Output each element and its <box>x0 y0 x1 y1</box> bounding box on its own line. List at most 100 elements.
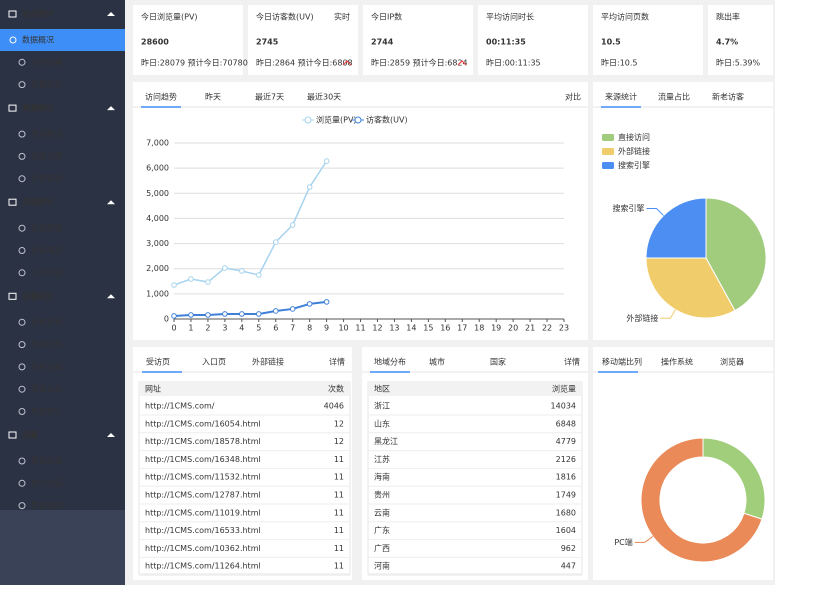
cell: http://1CMS.com/18578.html <box>145 437 261 446</box>
collapse-arrow <box>107 200 115 205</box>
tab[interactable]: 来源统计 <box>605 92 637 102</box>
menu-item[interactable]: 流量占比 <box>31 384 63 394</box>
point <box>239 268 245 274</box>
tab[interactable]: 浏览器 <box>720 357 744 367</box>
cell: 1680 <box>556 508 576 517</box>
cell: 1749 <box>556 491 576 500</box>
panel-link[interactable]: 对比 <box>565 92 581 102</box>
stat-note: 昨日:00:11:35 <box>486 58 541 68</box>
x-tick-label: 18 <box>474 324 484 333</box>
panel-link[interactable]: 详情 <box>329 357 345 367</box>
point <box>188 312 194 318</box>
cell: 1604 <box>556 526 576 535</box>
point <box>289 306 296 312</box>
cell: http://1CMS.com/11532.html <box>145 473 261 482</box>
group-title[interactable]: 设置 <box>22 430 38 440</box>
series-line <box>173 160 328 286</box>
panel-link[interactable]: 详情 <box>564 357 580 367</box>
point <box>323 158 330 164</box>
tab[interactable]: 国家 <box>490 357 506 367</box>
stat-value: 4.7% <box>716 38 738 47</box>
stat-note: 昨日:5.39% <box>716 58 761 68</box>
cell: http://1CMS.com/ <box>145 402 215 411</box>
group-title[interactable]: 来源统计 <box>21 103 54 113</box>
menu-item[interactable]: 入口页面 <box>31 268 63 277</box>
item-icon <box>18 341 26 349</box>
stat-tag: 实时 <box>334 12 350 22</box>
tab[interactable]: 操作系统 <box>661 357 693 367</box>
stat-value: 00:11:35 <box>486 38 526 47</box>
stat-note: 昨日:10.5 <box>601 58 638 68</box>
cell: 广东 <box>374 525 390 535</box>
menu-item[interactable]: 外部链接 <box>31 173 63 183</box>
legend-swatch <box>602 134 614 141</box>
x-tick-label: 9 <box>324 324 329 333</box>
menu-item[interactable]: 实时访客 <box>31 57 63 67</box>
item-icon <box>18 224 26 232</box>
menu-item[interactable]: 数据清除 <box>31 500 63 510</box>
x-tick-label: 15 <box>423 324 433 333</box>
item-icon <box>18 457 26 465</box>
tab[interactable]: 新老访客 <box>712 92 744 102</box>
menu-item[interactable]: 地域分布 <box>31 339 63 349</box>
stat-title: 今日访客数(UV) <box>256 12 314 22</box>
table-header <box>139 382 350 396</box>
menu-item[interactable]: 受访域名 <box>31 245 63 255</box>
menu-item[interactable]: 爬虫统计 <box>31 406 63 416</box>
menu-item[interactable]: 搜索引擎 <box>31 151 63 161</box>
group-title[interactable]: 访客统计 <box>22 291 54 301</box>
tab[interactable]: 外部链接 <box>252 357 284 367</box>
point <box>205 312 211 318</box>
tab[interactable]: 地域分布 <box>374 357 406 367</box>
cell: 云南 <box>374 507 390 517</box>
slice-label: 外部链接 <box>626 313 658 323</box>
menu-item[interactable]: 数据对比 <box>31 79 63 89</box>
x-tick-label: 8 <box>307 324 312 333</box>
panel <box>133 82 588 340</box>
y-tick-label: 7,000 <box>146 139 169 148</box>
tab[interactable]: 受访页 <box>146 357 170 367</box>
point <box>306 301 313 307</box>
cell: 海南 <box>374 472 390 482</box>
group-title[interactable]: 页面统计 <box>22 197 54 207</box>
item-icon <box>9 36 17 44</box>
tab[interactable]: 最近30天 <box>307 92 341 102</box>
point <box>272 308 279 314</box>
tab[interactable]: 最近7天 <box>255 92 284 102</box>
item-icon <box>18 247 26 254</box>
tab[interactable]: 昨天 <box>205 92 221 102</box>
menu-item[interactable]: 来源概况 <box>31 129 63 139</box>
menu-item[interactable]: 受访页面 <box>31 223 63 233</box>
menu-item[interactable]: 新老访客 <box>31 361 63 371</box>
sidebar-footer <box>0 510 125 585</box>
menu-item[interactable]: 数据概况 <box>22 35 54 45</box>
cell: 2126 <box>556 455 576 464</box>
y-tick-label: 2,000 <box>146 264 169 273</box>
slice <box>640 437 763 563</box>
sidebar <box>0 0 125 585</box>
group-icon <box>8 431 17 439</box>
cell: 447 <box>561 562 576 571</box>
tab[interactable]: 访问趋势 <box>145 92 177 102</box>
slice <box>645 197 707 259</box>
menu-item[interactable]: 基础设置 <box>31 456 63 466</box>
x-tick-label: 16 <box>440 324 450 333</box>
cell: 广西 <box>374 543 390 553</box>
cell: 12 <box>334 437 344 446</box>
y-tick-label: 1,000 <box>146 289 169 298</box>
tab[interactable]: 城市 <box>429 357 445 367</box>
x-tick-label: 13 <box>389 324 399 333</box>
tab[interactable]: 移动端比列 <box>602 357 642 367</box>
tab[interactable]: 流量占比 <box>658 92 690 102</box>
menu-item[interactable]: 系统环境 <box>31 317 63 327</box>
item-icon <box>18 385 26 393</box>
stat-card <box>478 5 588 75</box>
menu-item[interactable]: 统计代码 <box>31 478 63 488</box>
tab[interactable]: 入口页 <box>202 358 226 367</box>
y-tick-label: 3,000 <box>146 239 169 248</box>
up-arrow <box>342 60 352 66</box>
legend-label: 外部链接 <box>618 146 650 156</box>
cell: 11 <box>334 562 344 571</box>
group-title[interactable]: 站点统计 <box>22 9 54 19</box>
